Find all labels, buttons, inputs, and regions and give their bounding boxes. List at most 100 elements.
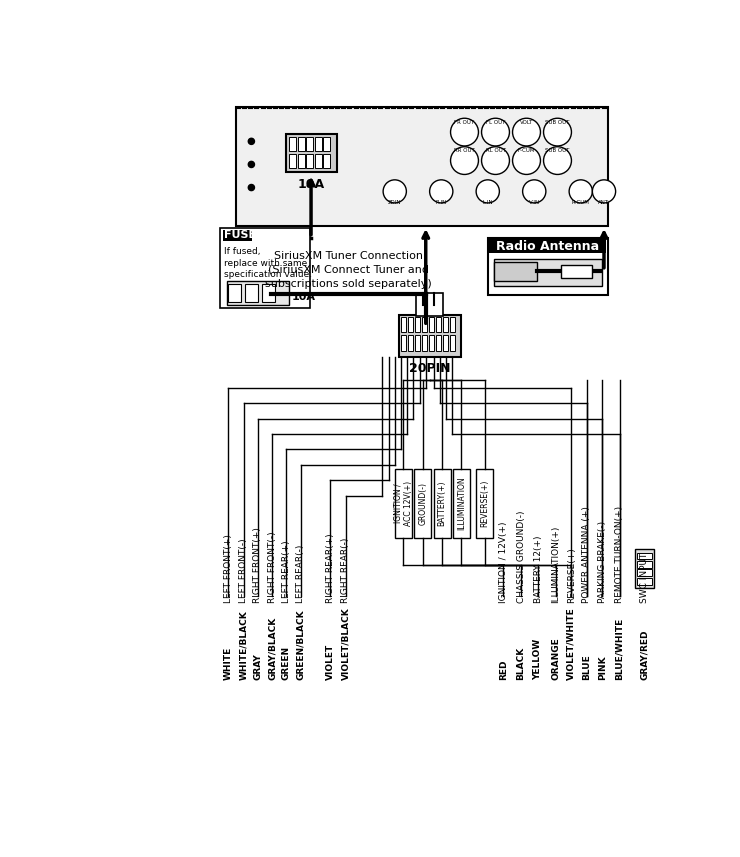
Text: BATTERY(+): BATTERY(+) [437, 481, 446, 526]
Text: BLACK: BLACK [517, 647, 525, 680]
Text: 2DIN: 2DIN [388, 201, 402, 206]
Bar [562, 266, 593, 279]
Text: FL OUT: FL OUT [486, 120, 505, 124]
Text: REMOTE TURN-ON(+): REMOTE TURN-ON(+) [615, 506, 624, 603]
Text: SiriusXM Tuner Connection
(SiriusXM Connect Tuner and
subscriptions sold separat: SiriusXM Tuner Connection (SiriusXM Conn… [265, 251, 431, 289]
Text: IGNITION / 12V(+): IGNITION / 12V(+) [499, 522, 508, 603]
Text: VIOLET/WHITE: VIOLET/WHITE [567, 608, 576, 680]
Text: RED: RED [499, 660, 508, 680]
Text: RIGHT FRONT(-): RIGHT FRONT(-) [268, 531, 277, 603]
Bar [422, 335, 427, 351]
Bar [637, 561, 652, 568]
Bar [476, 469, 493, 538]
Text: YELLOW: YELLOW [534, 639, 542, 680]
Text: LEFT REAR(+): LEFT REAR(+) [282, 541, 291, 603]
Bar [394, 469, 411, 538]
Text: GRAY/RED: GRAY/RED [640, 630, 649, 680]
Bar [489, 239, 605, 253]
Text: GROUND(-): GROUND(-) [418, 482, 427, 524]
Bar [408, 317, 414, 333]
Bar [453, 469, 470, 538]
Circle shape [593, 180, 616, 203]
Text: WHITE: WHITE [223, 647, 232, 680]
Text: PINK: PINK [598, 656, 607, 680]
Bar [323, 137, 331, 151]
Text: VIOLET: VIOLET [326, 644, 335, 680]
Bar [228, 284, 240, 303]
Text: WHITE/BLACK: WHITE/BLACK [239, 610, 248, 680]
Text: ANT: ANT [599, 201, 610, 206]
Circle shape [569, 180, 593, 203]
Circle shape [476, 180, 500, 203]
Bar [298, 153, 305, 167]
Text: RIGHT FRONT(+): RIGHT FRONT(+) [253, 527, 262, 603]
Circle shape [513, 147, 540, 175]
Bar [436, 317, 441, 333]
Bar [414, 469, 431, 538]
Bar [494, 259, 602, 286]
Bar [637, 578, 652, 584]
Text: SWC INPUT: SWC INPUT [640, 553, 649, 603]
Bar [245, 284, 258, 303]
Text: ILLUMINATION(+): ILLUMINATION(+) [551, 526, 560, 603]
Text: BATTERY 12(+): BATTERY 12(+) [534, 536, 542, 603]
Text: GREEN/BLACK: GREEN/BLACK [297, 609, 306, 680]
Bar [635, 549, 654, 588]
Bar [450, 317, 455, 333]
Bar [289, 137, 296, 151]
Circle shape [482, 147, 509, 175]
Text: R-IN: R-IN [436, 201, 447, 206]
Text: CHASSIS GROUND(-): CHASSIS GROUND(-) [517, 511, 525, 603]
Bar [315, 153, 322, 167]
Bar [494, 262, 536, 281]
Text: POWER ANTENNA (+): POWER ANTENNA (+) [582, 506, 591, 603]
Bar [306, 137, 313, 151]
Circle shape [544, 118, 571, 146]
Text: FR OUT: FR OUT [454, 120, 474, 124]
Bar [443, 335, 448, 351]
Text: BLUE: BLUE [582, 655, 591, 680]
Text: RL OUT: RL OUT [485, 148, 505, 153]
Text: SUB OUT: SUB OUT [545, 148, 570, 153]
Text: Radio Antenna: Radio Antenna [496, 240, 599, 253]
Text: V-IN: V-IN [528, 201, 539, 206]
Bar [315, 137, 322, 151]
Bar [450, 335, 455, 351]
Bar [443, 317, 448, 333]
Text: RIGHT REAR(+): RIGHT REAR(+) [326, 534, 335, 603]
Text: LEFT REAR(-): LEFT REAR(-) [297, 545, 306, 603]
Bar [323, 153, 331, 167]
Bar [488, 237, 608, 296]
Text: BLUE/WHITE: BLUE/WHITE [615, 618, 624, 680]
Text: VIOLET/BLACK: VIOLET/BLACK [341, 608, 351, 680]
Bar [436, 335, 441, 351]
Text: ILLUMINATION: ILLUMINATION [457, 476, 466, 530]
Text: 10A: 10A [292, 292, 316, 302]
Text: PARKING BRAKE(-): PARKING BRAKE(-) [598, 521, 607, 603]
Bar [223, 230, 252, 241]
Text: REVERSE(+): REVERSE(+) [480, 480, 489, 527]
Bar [226, 281, 289, 304]
Text: F-CUM: F-CUM [518, 148, 535, 153]
Circle shape [544, 147, 571, 175]
Bar [221, 228, 309, 309]
Text: GRAY: GRAY [253, 654, 262, 680]
Bar [434, 469, 451, 538]
Bar [401, 335, 406, 351]
Text: FUSE: FUSE [224, 231, 256, 240]
Bar [286, 134, 337, 172]
Bar [298, 137, 305, 151]
Circle shape [513, 118, 540, 146]
Bar [422, 317, 427, 333]
Bar [289, 153, 296, 167]
Bar [637, 553, 652, 560]
Text: VOLT: VOLT [519, 120, 534, 124]
Bar [416, 293, 443, 316]
Bar [399, 315, 460, 357]
Bar [408, 335, 414, 351]
Circle shape [383, 180, 406, 203]
Text: REVERSE(+): REVERSE(+) [567, 548, 576, 603]
Bar [429, 335, 434, 351]
Circle shape [430, 180, 453, 203]
Bar [262, 284, 275, 303]
